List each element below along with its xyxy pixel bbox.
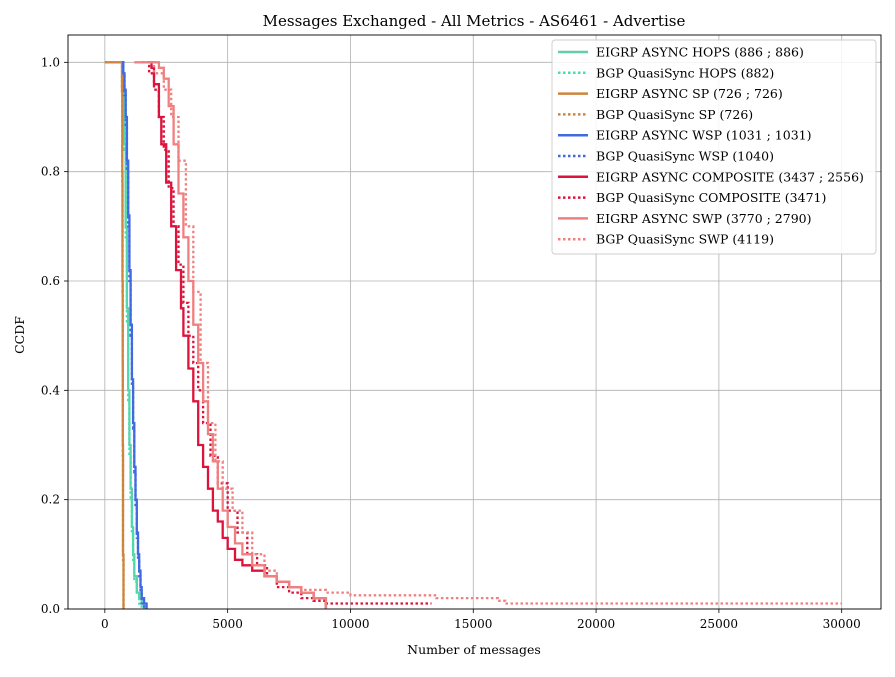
x-tick-label: 10000 — [331, 617, 369, 631]
series-line-2 — [104, 61, 125, 609]
x-tick-label: 30000 — [823, 617, 861, 631]
series-line-3 — [104, 61, 125, 609]
y-axis-label: CCDF — [12, 316, 27, 354]
x-tick-label: 25000 — [700, 617, 738, 631]
y-tick-label: 0.6 — [41, 274, 60, 288]
axis-ticks: 0 5000 10000 15000 20000 25000 30000 0.0 0.2 0.4 0… — [41, 55, 861, 631]
y-tick-label: 0.0 — [41, 602, 60, 616]
legend-entry-label: EIGRP ASYNC WSP (1031 ; 1031) — [596, 128, 812, 143]
legend-entry-label: BGP QuasiSync SWP (4119) — [596, 232, 774, 247]
x-tick-label: 0 — [101, 617, 109, 631]
legend-entry-label: BGP QuasiSync SP (726) — [596, 107, 753, 122]
series-line-8 — [134, 61, 328, 609]
legend-entry-label: BGP QuasiSync HOPS (882) — [596, 65, 774, 80]
y-tick-label: 1.0 — [41, 55, 60, 69]
data-lines — [104, 61, 842, 609]
x-tick-label: 15000 — [454, 617, 492, 631]
series-line-7 — [141, 61, 432, 605]
y-tick-label: 0.2 — [41, 493, 60, 507]
y-tick-label: 0.4 — [41, 383, 60, 397]
legend-entry-label: BGP QuasiSync WSP (1040) — [596, 149, 774, 164]
series-line-1 — [119, 61, 143, 609]
legend-entry-label: EIGRP ASYNC COMPOSITE (3437 ; 2556) — [596, 169, 864, 184]
series-line-5 — [122, 61, 146, 609]
legend-entry-label: EIGRP ASYNC HOPS (886 ; 886) — [596, 45, 804, 60]
chart-title: Messages Exchanged - All Metrics - AS646… — [263, 12, 686, 30]
x-tick-label: 5000 — [212, 617, 243, 631]
legend-entry-label: EIGRP ASYNC SP (726 ; 726) — [596, 86, 783, 101]
legend: EIGRP ASYNC HOPS (886 ; 886) BGP QuasiSyn… — [551, 39, 877, 255]
x-axis-label: Number of messages — [407, 642, 541, 657]
plot-area-frame — [67, 34, 882, 610]
x-tick-label: 20000 — [577, 617, 615, 631]
legend-entry-label: BGP QuasiSync COMPOSITE (3471) — [596, 190, 826, 205]
y-tick-label: 0.8 — [41, 165, 60, 179]
legend-frame — [551, 39, 877, 255]
legend-entry-label: EIGRP ASYNC SWP (3770 ; 2790) — [596, 211, 812, 226]
